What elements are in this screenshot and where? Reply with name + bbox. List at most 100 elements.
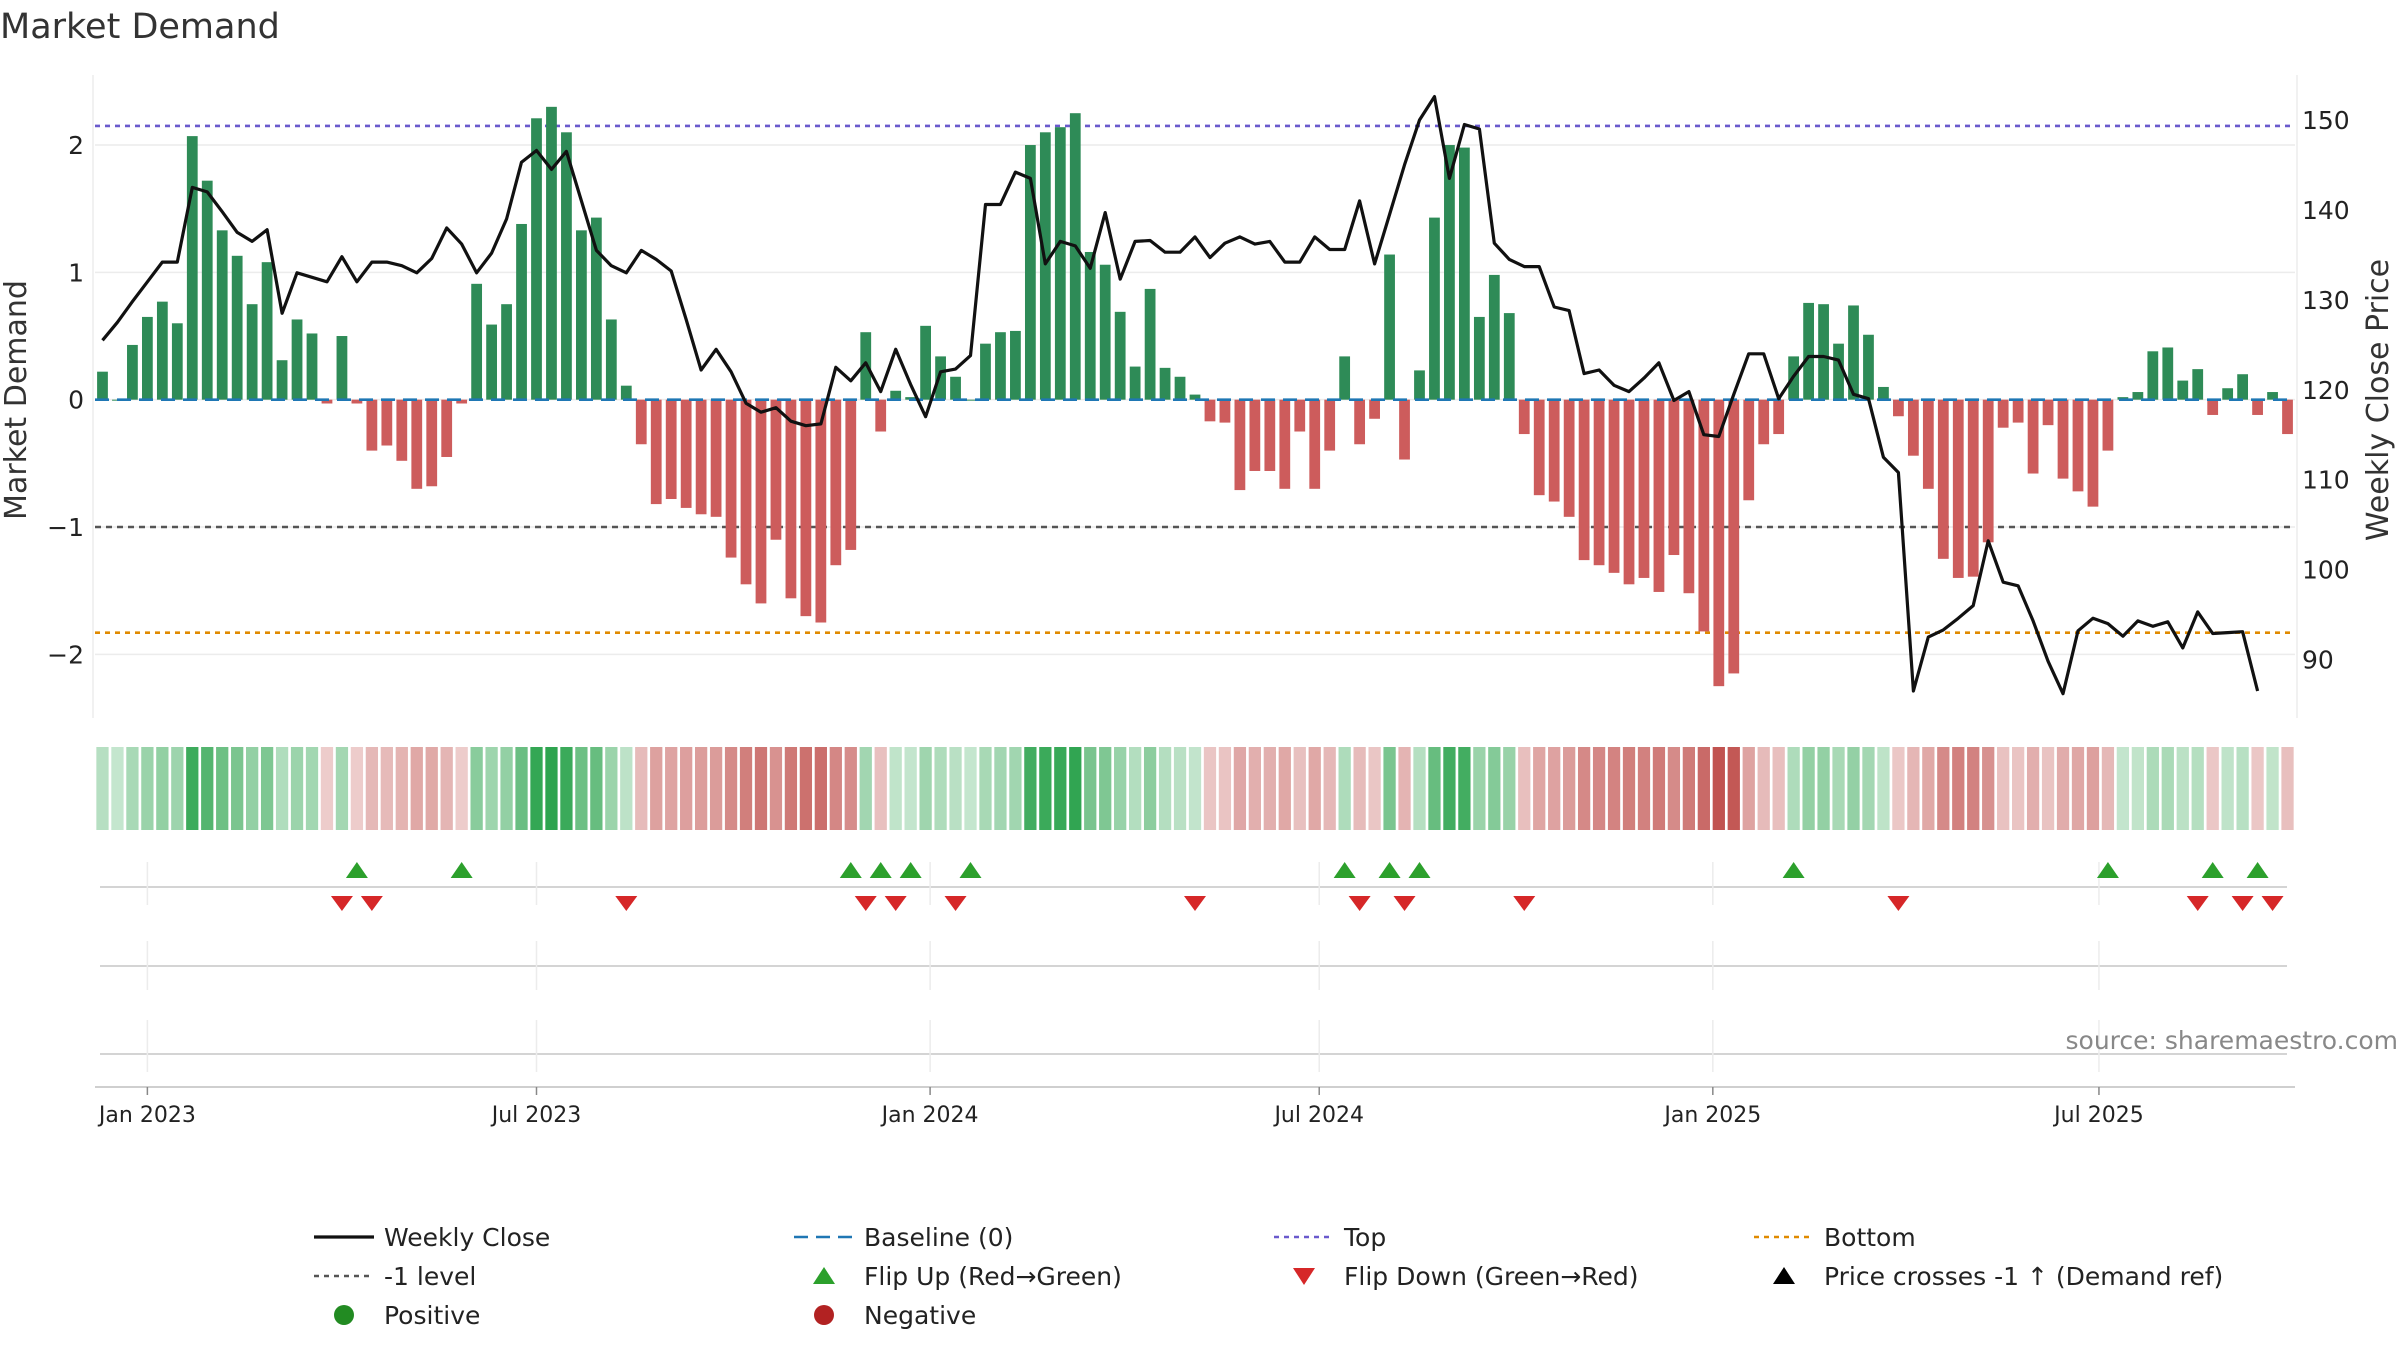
demand-bar: [2027, 399, 2039, 474]
heat-cell: [1308, 747, 1321, 830]
demand-bar: [1653, 399, 1665, 592]
demand-bar: [1907, 399, 1919, 456]
heat-cell: [1278, 747, 1291, 830]
demand-bar: [1189, 394, 1201, 400]
heat-cell: [1757, 747, 1770, 830]
demand-bar: [2147, 351, 2159, 400]
y-tick-label: 2: [68, 131, 84, 160]
heat-cell: [1727, 747, 1740, 830]
demand-bar: [2207, 399, 2219, 415]
heat-cell: [1338, 747, 1351, 830]
legend-item: -1 level: [314, 1262, 476, 1291]
demand-bar: [2012, 399, 2024, 423]
flip-down-marker: [615, 896, 638, 911]
heat-cell: [680, 747, 693, 830]
heat-cell: [1353, 747, 1366, 830]
legend-swatch: [813, 1267, 835, 1284]
y2-tick-label: 130: [2302, 286, 2350, 315]
date-tick-label: Jul 2025: [2052, 1103, 2144, 1128]
demand-bar: [1503, 313, 1515, 400]
demand-bar: [2177, 380, 2189, 400]
heat-cell: [1712, 747, 1725, 830]
legend-label: Flip Up (Red→Green): [864, 1262, 1122, 1291]
demand-bar: [381, 399, 393, 446]
left-axis-ticks: 2 1 0 −1 −2: [47, 131, 84, 669]
heat-cell: [1383, 747, 1396, 830]
heat-cell: [1203, 747, 1217, 830]
flip-down-marker: [1184, 896, 1206, 911]
legend-item: Baseline (0): [794, 1223, 1013, 1252]
heat-cell: [275, 747, 289, 830]
heat-cell: [949, 747, 962, 830]
demand-bar: [755, 399, 767, 604]
demand-bar: [456, 399, 468, 404]
heat-cell: [859, 747, 872, 830]
demand-bar: [261, 262, 273, 400]
flip-up-marker: [345, 862, 368, 878]
heat-cell: [1772, 747, 1785, 830]
chart-title: Market Demand: [0, 7, 280, 47]
demand-bar: [620, 385, 632, 400]
demand-heat-strip: [96, 747, 2294, 830]
heat-cell: [620, 747, 633, 830]
demand-bar: [920, 325, 931, 400]
heat-cell: [2176, 747, 2189, 830]
demand-bar: [531, 118, 542, 400]
heat-cell: [380, 747, 393, 830]
flip-up-marker: [899, 862, 922, 878]
flip-up-marker: [450, 862, 473, 878]
legend-item: Weekly Close: [314, 1223, 550, 1252]
heat-cell: [2056, 747, 2070, 830]
demand-bar: [2162, 347, 2174, 400]
demand-bar: [1339, 356, 1351, 400]
heat-cell: [1293, 747, 1306, 830]
demand-bar: [1354, 399, 1366, 445]
flip-down-marker: [854, 896, 877, 911]
demand-bar: [141, 316, 153, 400]
flip-down-marker: [1393, 896, 1416, 911]
demand-bar: [845, 399, 857, 550]
heat-cell: [1652, 747, 1666, 830]
demand-bar: [665, 399, 677, 499]
heat-cell: [1847, 747, 1860, 830]
heat-cell: [1084, 747, 1097, 830]
demand-bar: [411, 399, 423, 489]
heat-cell: [335, 747, 349, 830]
heat-cell: [1622, 747, 1636, 830]
flip-up-marker: [959, 862, 982, 878]
date-tick-label: Jul 2024: [1272, 1103, 1364, 1128]
heat-cell: [1263, 747, 1276, 830]
demand-bar: [1668, 399, 1680, 556]
flip-up-marker: [2246, 862, 2269, 878]
heat-cell: [141, 747, 154, 830]
heat-cell: [171, 747, 184, 830]
demand-bar: [1848, 305, 1859, 400]
heat-cell: [1114, 747, 1127, 830]
heat-cell: [1158, 747, 1172, 830]
heat-cell: [814, 747, 827, 830]
heat-cell: [694, 747, 708, 830]
demand-bar: [710, 399, 722, 517]
heat-cell: [2221, 747, 2234, 830]
demand-bar: [366, 399, 378, 451]
heat-cell: [1563, 747, 1576, 830]
heat-cell: [1248, 747, 1261, 830]
demand-bar: [1294, 399, 1306, 432]
demand-bar: [1159, 367, 1171, 400]
y-tick-label: −1: [47, 513, 84, 542]
heat-cell: [1398, 747, 1411, 830]
demand-bar: [590, 217, 602, 400]
heat-cell: [979, 747, 992, 830]
demand-bar: [815, 399, 827, 623]
heat-cell: [799, 747, 813, 830]
legend-label: Top: [1343, 1223, 1386, 1252]
heat-cell: [829, 747, 842, 830]
flip-up-marker: [1333, 862, 1356, 878]
source-label: source: sharemaestro.com: [2066, 1026, 2399, 1055]
heat-cell: [1637, 747, 1651, 830]
heat-cell: [2251, 747, 2264, 830]
heat-cell: [2026, 747, 2040, 830]
heat-cell: [1054, 747, 1067, 830]
demand-bar: [1174, 376, 1186, 400]
flip-down-marker: [1887, 896, 1910, 911]
